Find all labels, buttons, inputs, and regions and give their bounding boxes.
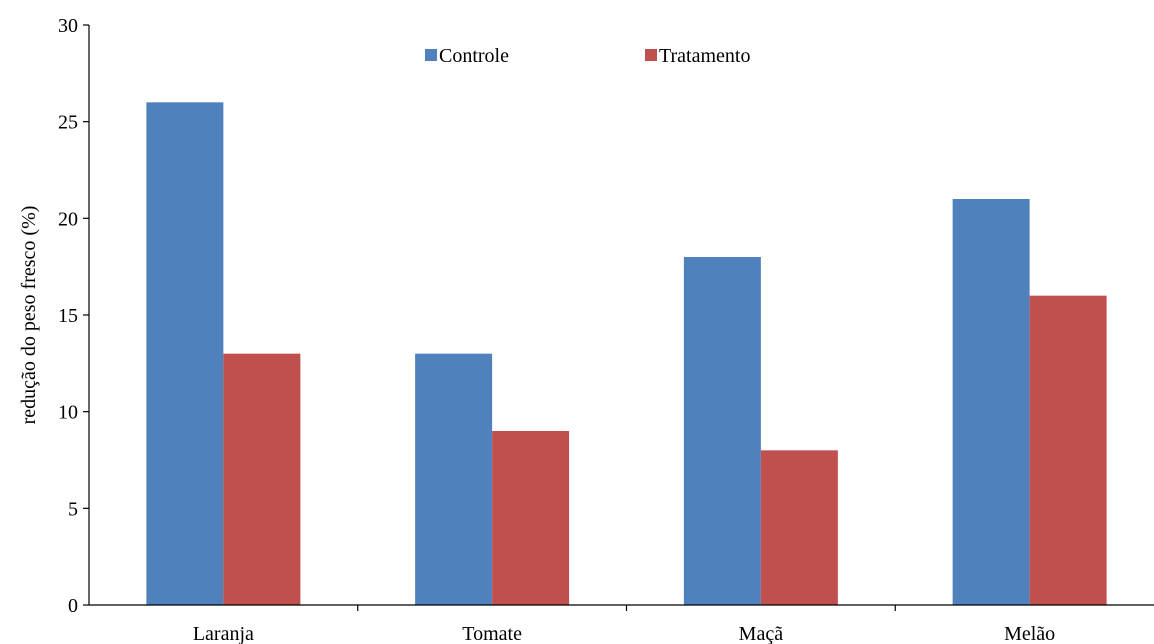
legend-swatch-controle [425,49,437,61]
bar-tratamento-3 [760,450,838,605]
x-tick-label: Tomate [462,623,522,644]
bar-controle-3 [683,257,761,605]
y-tick-label: 25 [58,112,78,134]
y-tick-label: 10 [58,402,78,424]
bar-tratamento-4 [1029,295,1107,605]
y-axis-title: redução do peso fresco (%) [18,206,40,425]
x-tick-label: Melão [1004,623,1055,644]
y-tick-label: 15 [58,305,78,327]
legend-swatch-tratamento [645,49,657,61]
bar-tratamento-2 [492,431,570,605]
y-tick-label: 5 [68,498,78,520]
bars-layer [146,102,1107,605]
bar-controle-1 [146,102,224,605]
y-tick-label: 30 [58,15,78,37]
legend-label-controle: Controle [439,45,509,67]
bar-controle-4 [952,199,1030,605]
x-tick-label: Laranja [193,623,254,644]
y-tick-label: 20 [58,208,78,230]
axes-layer [83,24,1154,611]
bar-controle-2 [415,353,493,605]
bar-tratamento-1 [223,353,301,605]
legend: Controle Tratamento [425,45,750,67]
labels-layer: 0 5 10 15 20 25 30 Laranja Tomate Maçã Melão [58,15,1055,644]
y-tick-label: 0 [68,595,78,617]
legend-label-tratamento: Tratamento [659,45,750,67]
x-tick-label: Maçã [739,623,784,644]
